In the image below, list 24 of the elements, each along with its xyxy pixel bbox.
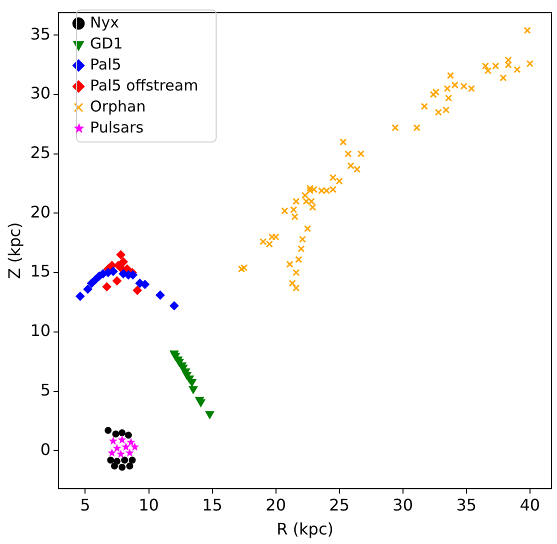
y-axis-title: Z (kpc) (4, 222, 24, 279)
x-tick-label: 25 (329, 495, 350, 514)
y-tick-label: 5 (40, 380, 51, 400)
legend-label: Orphan (90, 97, 146, 116)
y-tick-label: 15 (30, 262, 51, 281)
legend-label: Pal5 offstream (90, 76, 198, 94)
y-tick-label: 20 (30, 202, 51, 222)
y-tick-label: 10 (30, 321, 51, 340)
y-tick-label: 0 (40, 440, 51, 459)
legend-label: Pal5 (90, 55, 122, 74)
x-axis-title: R (kpc) (276, 520, 334, 539)
y-tick-label: 30 (30, 84, 51, 103)
legend-label: GD1 (90, 34, 123, 52)
x-tick-label: 5 (80, 495, 90, 514)
x-tick-label: 10 (138, 495, 159, 514)
x-tick-label: 40 (520, 495, 540, 514)
x-tick-label: 15 (202, 495, 222, 514)
y-tick-label: 35 (30, 24, 51, 44)
y-tick-label: 25 (30, 143, 51, 162)
x-tick-label: 30 (392, 495, 414, 514)
x-tick-label: 20 (266, 495, 286, 514)
x-tick-label: 35 (456, 495, 477, 514)
legend-label: Pulsars (90, 118, 144, 136)
legend-label: Nyx (90, 13, 120, 32)
